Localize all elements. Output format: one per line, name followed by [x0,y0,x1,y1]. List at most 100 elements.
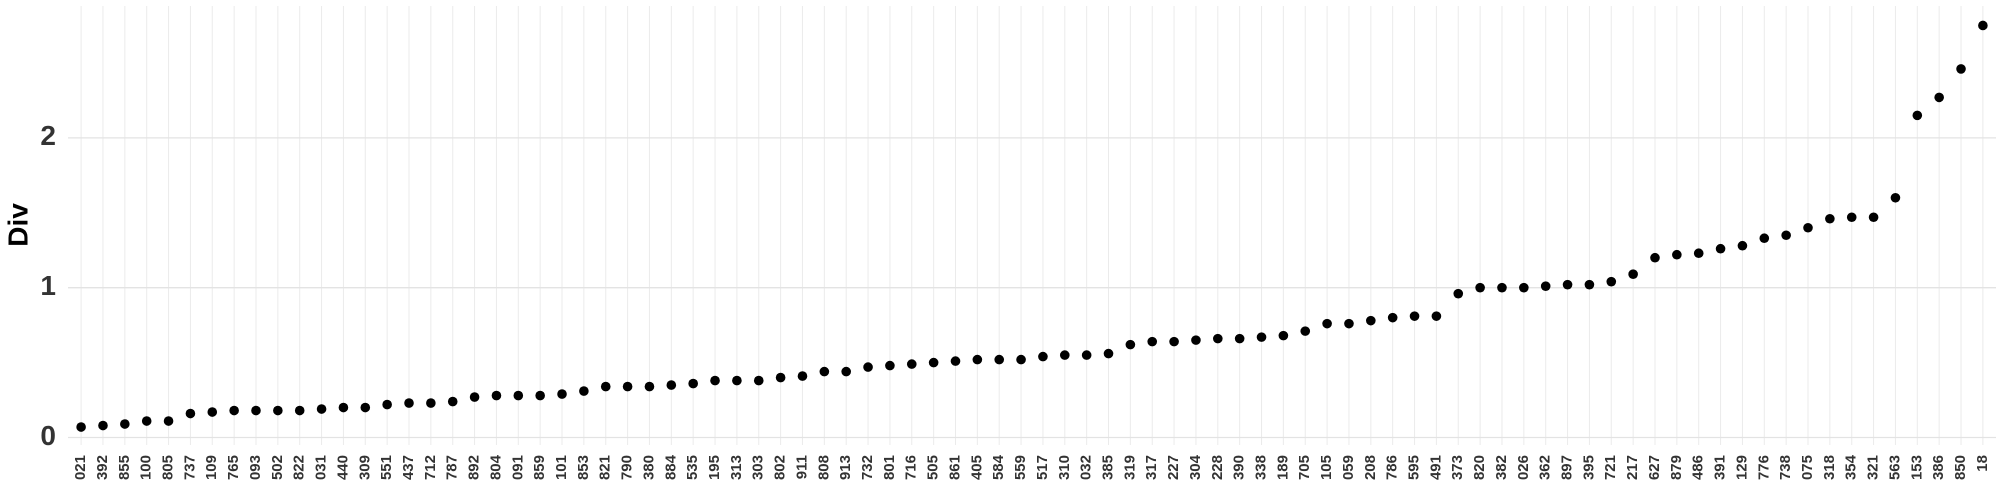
point [906,359,917,369]
point [775,372,786,383]
point [863,362,873,372]
point [579,386,589,396]
x-tick-label: 892 [466,455,483,480]
x-tick-label: 786 [1384,455,1401,480]
x-tick-label: 032 [1078,455,1095,480]
point [1300,326,1311,336]
point [1715,243,1726,254]
point [98,420,108,431]
y-tick-label: 2 [40,120,56,151]
point [1781,230,1791,241]
x-tick-label: 385 [1099,455,1116,480]
point [1038,351,1048,362]
x-tick-label: 304 [1187,454,1204,480]
point [229,405,239,416]
x-tick-label: 380 [640,455,657,480]
point [1278,330,1289,341]
point [1497,282,1507,293]
x-tick-label: 850 [1952,455,1969,480]
point [1912,110,1923,121]
point [1825,213,1835,224]
y-tick-label: 0 [40,420,56,451]
point [1846,212,1857,223]
point [1978,20,1988,31]
x-tick-label: 716 [903,455,920,480]
point [1191,335,1201,345]
point [1081,350,1092,360]
point [469,392,480,402]
y-tick-label: 1 [40,270,56,301]
point [1934,92,1944,103]
x-tick-label: 189 [1274,455,1291,480]
x-tick-label: 437 [400,455,417,480]
x-tick-label: 309 [356,455,373,480]
point [1103,348,1114,359]
x-tick-label: 721 [1602,455,1619,480]
point [1693,248,1704,259]
point [1256,332,1267,342]
point [447,396,458,407]
x-tick-label: 313 [728,455,745,480]
x-tick-label: 853 [575,455,592,480]
x-tick-label: 787 [444,455,461,480]
x-tick-label: 338 [1252,455,1269,480]
point [1059,350,1070,360]
x-tick-label: 732 [859,455,876,480]
x-tick-label: 855 [116,455,133,480]
point [819,366,830,377]
x-tick-label: 776 [1755,455,1772,480]
point [141,416,152,426]
x-tick-label: 491 [1427,455,1444,480]
x-tick-label: 310 [1056,455,1073,480]
point [1540,281,1551,291]
x-tick-label: 105 [1318,455,1335,480]
x-tick-label: 737 [181,455,198,480]
x-tick-label: 195 [706,455,723,480]
x-tick-label: 059 [1340,455,1357,480]
x-tick-label: 303 [750,455,767,480]
point [382,399,392,410]
x-tick-label: 405 [968,455,985,480]
point [1366,315,1376,326]
point [1519,282,1529,293]
point [360,402,371,413]
x-tick-label: 765 [225,455,242,480]
point [1562,279,1573,290]
point [885,360,895,371]
x-tick-label: 884 [662,454,679,480]
x-tick-label: 18 [1974,455,1991,472]
point [732,375,742,386]
x-tick-label: 362 [1537,455,1554,480]
x-tick-label: 738 [1777,455,1794,480]
x-tick-label: 595 [1406,455,1423,480]
point [928,357,939,368]
point [1475,282,1485,293]
point [1803,222,1813,233]
x-tick-label: 808 [815,455,832,480]
x-tick-label: 790 [619,455,636,480]
point [1234,333,1245,344]
x-tick-label: 391 [1712,455,1729,480]
point [120,419,130,429]
x-tick-label: 911 [793,455,810,479]
point [1584,279,1595,290]
x-tick-label: 319 [1121,455,1138,480]
point [251,405,261,416]
x-tick-label: 897 [1559,455,1576,480]
point [994,354,1005,365]
y-axis-label: Div [2,203,33,247]
x-tick-label: 822 [291,455,308,480]
x-tick-label: 228 [1209,455,1226,480]
x-tick-label: 802 [772,455,789,480]
point [797,371,808,381]
point [513,390,524,401]
point [1125,339,1136,350]
point [972,354,983,365]
point [622,381,633,392]
point [1344,318,1354,329]
x-tick-label: 354 [1843,454,1860,480]
x-tick-label: 879 [1668,455,1685,480]
point [1628,269,1638,279]
point [76,422,86,432]
